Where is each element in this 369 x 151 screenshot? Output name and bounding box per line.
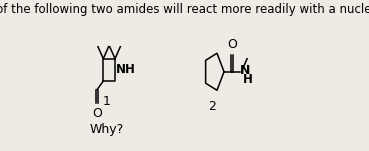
Text: Which of the following two amides will react more readily with a nucleophile?: Which of the following two amides will r…	[0, 3, 369, 16]
Text: O: O	[227, 38, 237, 51]
Text: O: O	[92, 107, 102, 120]
Text: H: H	[243, 74, 253, 87]
Text: 1: 1	[103, 95, 111, 108]
Text: NH: NH	[116, 63, 136, 76]
Text: 2: 2	[208, 100, 216, 113]
Text: Why?: Why?	[90, 123, 124, 136]
Text: N: N	[240, 64, 251, 77]
